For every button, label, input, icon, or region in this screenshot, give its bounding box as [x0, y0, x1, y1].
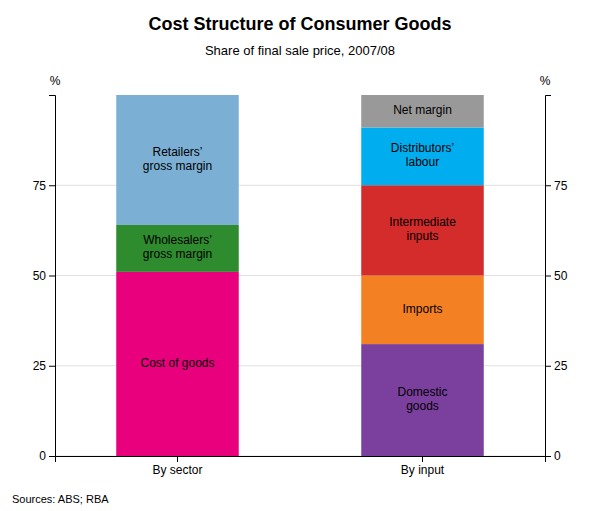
segment-label: Cost of goods: [140, 356, 214, 370]
x-tick: By sector: [152, 456, 202, 477]
x-tick: By input: [401, 456, 445, 477]
y-tick-mark: [49, 276, 55, 277]
y-axis-label: %: [50, 74, 61, 88]
y2-tick: 50: [545, 269, 568, 283]
y2-tick-mark: [545, 276, 551, 277]
x-tick-label: By sector: [152, 463, 202, 477]
bars: [116, 95, 484, 456]
y2-axis-line: [546, 96, 552, 457]
bar-segment: [116, 225, 239, 272]
y-tick-label: 50: [33, 269, 47, 283]
bar-segment: [361, 276, 484, 345]
x-axis: By sector By input: [56, 456, 546, 477]
y2-tick-label: 50: [554, 269, 568, 283]
segment-label: Wholesalers’gross margin: [143, 234, 212, 262]
y-tick-label: 25: [33, 359, 47, 373]
y2-tick-label: 0: [554, 449, 561, 463]
bar-segment: [116, 272, 239, 456]
segment-labels: Cost of goods Wholesalers’gross margin Ret…: [140, 103, 456, 413]
bar-segment: [361, 95, 484, 127]
source: Sources: ABS; RBA: [12, 493, 109, 505]
grid: [55, 185, 545, 456]
y-tick-label: 0: [39, 449, 46, 463]
segment-label: Retailers’gross margin: [143, 145, 212, 173]
x-tick-label: By input: [401, 463, 445, 477]
y-axis-line: [49, 96, 56, 457]
y2-tick-mark: [545, 366, 551, 367]
title: Cost Structure of Consumer Goods: [148, 14, 451, 34]
bar-segment: [361, 344, 484, 456]
x-axis-line: [56, 457, 546, 463]
y2-tick: 0: [545, 449, 561, 463]
y-tick: 50: [33, 269, 55, 283]
y-tick-mark: [49, 456, 55, 457]
subtitle: Share of final sale price, 2007/08: [205, 43, 395, 58]
y2-tick-label: 25: [554, 359, 568, 373]
segment-label: Domesticgoods: [397, 385, 447, 413]
y-tick: 75: [33, 179, 55, 193]
segment-label: Distributors’labour: [391, 142, 454, 170]
y2-tick-label: 75: [554, 179, 568, 193]
segment-label: Intermediateinputs: [389, 216, 456, 244]
y2-tick-mark: [545, 185, 551, 186]
y-tick-mark: [49, 366, 55, 367]
segment-label: Imports: [402, 302, 442, 316]
chart: Cost of goods Wholesalers’gross margin Ret…: [0, 0, 600, 511]
y2-axis-label: %: [540, 74, 551, 88]
y-axis: 0 25 50 75: [33, 96, 56, 464]
y2-tick: 25: [545, 359, 568, 373]
y-tick-label: 75: [33, 179, 47, 193]
bar-segment: [116, 95, 239, 225]
y2-tick: 75: [545, 179, 568, 193]
y-tick-mark: [49, 185, 55, 186]
bar-segment: [361, 127, 484, 185]
y-tick: 0: [39, 449, 55, 463]
y2-axis: 0 25 50 75: [545, 96, 568, 464]
y-tick: 25: [33, 359, 55, 373]
x-tick-mark: [422, 456, 423, 462]
bar-segment: [361, 185, 484, 275]
x-tick-mark: [177, 456, 178, 462]
segment-label: Net margin: [393, 103, 452, 117]
